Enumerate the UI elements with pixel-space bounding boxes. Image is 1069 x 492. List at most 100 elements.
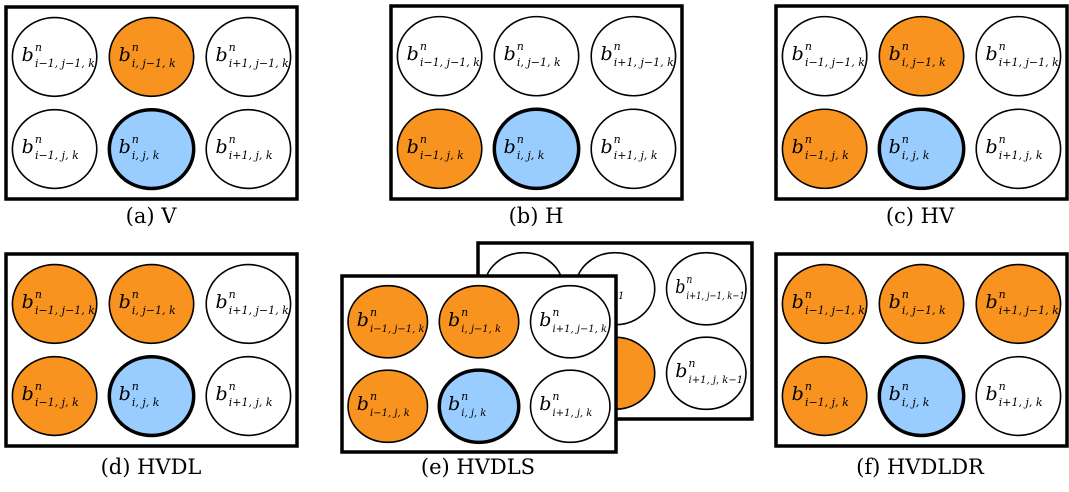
neighbor-cell-circle xyxy=(205,263,292,345)
panel-f-cell: bn i, j, k xyxy=(877,354,966,438)
panel-e-cell: bn i+1, j−1, k xyxy=(529,284,611,359)
current-cell-circle xyxy=(492,107,581,191)
panel-c-cell: bn i−1, j−1, k xyxy=(781,15,868,97)
cell-symbol: bn i, j−1, k xyxy=(448,306,501,335)
panel-d-cell: bn i, j−1, k xyxy=(108,263,195,345)
neighbor-cell-circle xyxy=(438,284,520,359)
panel-d-panel: bn i−1, j−1, k bn i, j−1, k bn i+1, j−1, k bn i… xyxy=(4,252,299,448)
panel-c-cell: bn i−1, j, k xyxy=(781,108,868,190)
back-layer-cell: bn i+1, j, k−1 xyxy=(665,336,747,411)
cell-subscript: i+1, j, k xyxy=(999,149,1043,162)
neighbor-cell-circle xyxy=(878,263,965,345)
cell-symbol: bn i, j−1, k xyxy=(119,288,176,317)
cell-subscript: i, j, k xyxy=(132,396,160,409)
panel-e-cell: bn i+1, j, k xyxy=(529,369,611,444)
neighbor-cell-circle xyxy=(590,108,677,190)
cell-symbol: bn i+1, j, k xyxy=(985,380,1042,409)
neighbor-cell-circle xyxy=(529,284,611,359)
panel-e-cell: bn i, j−1, k xyxy=(438,284,520,359)
cell-symbol: bn i−1, j−1, k xyxy=(792,40,866,69)
cell-subscript: i, j, k xyxy=(517,149,545,162)
panel-e-cell: bn i, j, k xyxy=(437,368,521,445)
cell-symbol: bn i+1, j, k xyxy=(600,133,657,162)
panel-a-cell: bn i+1, j−1, k xyxy=(205,16,292,98)
neighbor-cell-circle xyxy=(665,251,747,326)
neighbor-cell-circle xyxy=(665,336,747,411)
current-cell-circle xyxy=(877,354,966,438)
cell-symbol: bn i−1, j, k xyxy=(357,390,410,419)
neighbor-cell-circle xyxy=(108,16,195,98)
panel-caption: (a) V xyxy=(126,204,178,228)
cell-symbol: bn i−1, j−1, k xyxy=(407,40,481,69)
neighbor-cell-circle xyxy=(396,108,483,190)
cell-symbol: bn i+1, j, k−1 xyxy=(675,357,743,386)
cell-symbol: bn i+1, j, k xyxy=(215,380,272,409)
neighbor-cell-circle xyxy=(975,355,1062,437)
neighbor-cell-circle xyxy=(493,15,580,97)
neighbor-cell-circle xyxy=(11,108,98,190)
cell-subscript: i, j−1, k xyxy=(132,304,176,317)
neighbor-cell-circle xyxy=(590,15,677,97)
cell-subscript: i+1, j, k xyxy=(614,149,658,162)
panel-f-panel: bn i−1, j−1, k bn i, j−1, k bn i+1, j−1, k bn i… xyxy=(774,252,1069,448)
panel-f-cell: bn i, j−1, k xyxy=(878,263,965,345)
cell-subscript: i, j−1, k xyxy=(517,56,561,69)
neighbor-cell-circle xyxy=(396,15,483,97)
neighbor-cell-circle xyxy=(781,263,868,345)
cell-symbol: bn i−1, j, k xyxy=(792,133,849,162)
cell-subscript: i, j, k xyxy=(461,408,486,419)
panel-d-cell: bn i+1, j, k xyxy=(205,355,292,437)
panel-b-cell: bn i+1, j−1, k xyxy=(590,15,677,97)
cell-symbol: bn i−1, j, k xyxy=(22,380,79,409)
cell-symbol: bn i+1, j−1, k xyxy=(600,40,674,69)
panel-b-cell: bn i, j, k xyxy=(492,107,581,191)
neighbor-cell-circle xyxy=(781,355,868,437)
panel-caption: (d) HVDL xyxy=(101,455,202,479)
neighbor-cell-circle xyxy=(205,108,292,190)
cell-subscript: i+1, j−1, k xyxy=(999,56,1059,69)
panel-caption: (f) HVDLDR xyxy=(856,455,985,479)
panel-a-cell: bn i, j−1, k xyxy=(108,16,195,98)
cell-subscript: i−1, j, k xyxy=(805,396,849,409)
current-cell-circle xyxy=(877,107,966,191)
neighbor-cell-circle xyxy=(108,263,195,345)
panel-a-panel: bn i−1, j−1, k bn i, j−1, k bn i+1, j−1, k bn i… xyxy=(4,5,299,201)
cell-symbol: bn i, j, k xyxy=(889,380,930,409)
panel-c-panel: bn i−1, j−1, k bn i, j−1, k bn i+1, j−1, k bn i… xyxy=(774,4,1069,201)
cell-symbol: bn i+1, j, k xyxy=(539,390,592,419)
neighbor-cell-circle xyxy=(11,355,98,437)
neighbor-cell-circle xyxy=(11,263,98,345)
panel-d-cell: bn i, j, k xyxy=(107,354,196,438)
cell-subscript: i+1, j−1, k xyxy=(553,324,608,335)
panel-e-cell: bn i−1, j, k xyxy=(347,369,429,444)
panel-caption: (b) H xyxy=(509,204,564,228)
cell-symbol: bn i, j, k xyxy=(119,133,160,162)
cell-subscript: i, j, k xyxy=(902,149,930,162)
cell-symbol: bn i+1, j−1, k xyxy=(215,288,289,317)
panel-c-cell: bn i, j−1, k xyxy=(878,15,965,97)
panel-a-cell: bn i+1, j, k xyxy=(205,108,292,190)
current-cell-circle xyxy=(107,354,196,438)
panel-caption: (c) HV xyxy=(886,204,955,228)
back-layer-cell: bn i+1, j−1, k−1 xyxy=(665,251,747,326)
neighbor-cell-circle xyxy=(975,108,1062,190)
panel-f-cell: bn i−1, j−1, k xyxy=(781,263,868,345)
panel-b-panel: bn i−1, j−1, k bn i, j−1, k bn i+1, j−1, k bn i… xyxy=(389,4,684,201)
cell-symbol: bn i−1, j, k xyxy=(22,133,79,162)
cell-subscript: i−1, j−1, k xyxy=(35,304,95,317)
panel-f-cell: bn i+1, j, k xyxy=(975,355,1062,437)
cell-symbol: bn i−1, j, k xyxy=(407,133,464,162)
cell-symbol: bn i, j−1, k xyxy=(889,288,946,317)
current-cell-circle xyxy=(107,107,196,191)
panel-c-cell: bn i+1, j−1, k xyxy=(975,15,1062,97)
cell-subscript: i−1, j−1, k xyxy=(35,57,95,70)
cell-subscript: i−1, j−1, k xyxy=(370,324,425,335)
panel-caption: (e) HVDLS xyxy=(421,455,535,479)
panel-d-cell: bn i−1, j, k xyxy=(11,355,98,437)
neighbor-cell-circle xyxy=(878,15,965,97)
cell-symbol: bn i+1, j−1, k xyxy=(539,306,607,335)
cell-subscript: i+1, j, k−1 xyxy=(689,375,744,386)
cell-symbol: bn i, j−1, k xyxy=(119,41,176,70)
cell-subscript: i+1, j−1, k xyxy=(999,304,1059,317)
